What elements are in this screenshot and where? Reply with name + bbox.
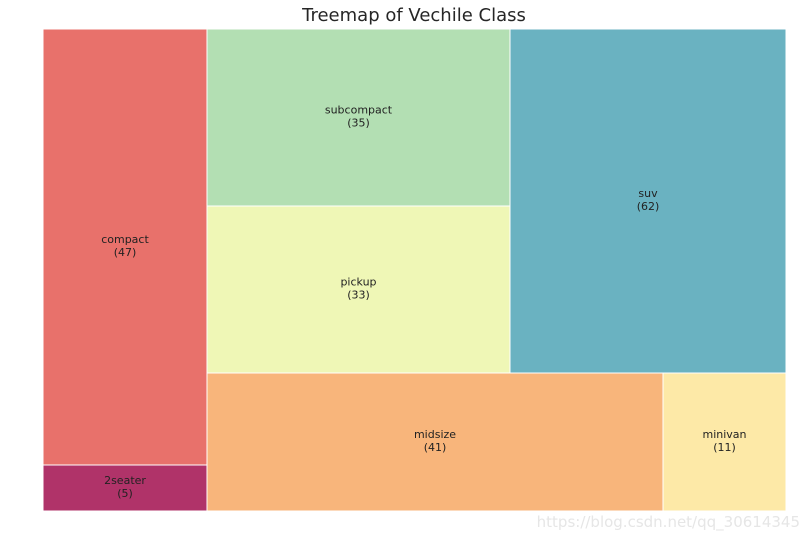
treemap-value-minivan: (11) (713, 441, 736, 454)
treemap-tile-suv: suv(62) (509, 28, 787, 374)
treemap-rect-2seater (42, 464, 208, 512)
treemap-label-suv: suv (638, 187, 658, 200)
treemap-tile-minivan: minivan(11) (662, 372, 787, 512)
treemap-label-subcompact: subcompact (325, 104, 393, 117)
treemap-value-subcompact: (35) (347, 117, 370, 130)
treemap-label-minivan: minivan (702, 428, 746, 441)
treemap-tile-compact: compact(47) (42, 28, 208, 466)
treemap-rect-pickup (206, 205, 511, 374)
treemap-value-2seater: (5) (117, 487, 133, 500)
treemap-tile-midsize: midsize(41) (206, 372, 664, 512)
treemap-value-suv: (62) (637, 200, 660, 213)
treemap-rect-suv (509, 28, 787, 374)
watermark: https://blog.csdn.net/qq_30614345 (536, 513, 800, 531)
treemap-rect-minivan (662, 372, 787, 512)
treemap-tile-2seater: 2seater(5) (42, 464, 208, 512)
treemap-rect-midsize (206, 372, 664, 512)
treemap-label-pickup: pickup (340, 276, 376, 289)
treemap-tile-subcompact: subcompact(35) (206, 28, 511, 207)
treemap-value-pickup: (33) (347, 289, 370, 302)
chart-title: Treemap of Vechile Class (302, 5, 526, 26)
treemap-value-compact: (47) (114, 246, 137, 259)
treemap-tile-pickup: pickup(33) (206, 205, 511, 374)
treemap-label-compact: compact (101, 233, 149, 246)
treemap-label-midsize: midsize (414, 428, 456, 441)
treemap-label-2seater: 2seater (104, 474, 146, 487)
treemap-value-midsize: (41) (424, 441, 447, 454)
